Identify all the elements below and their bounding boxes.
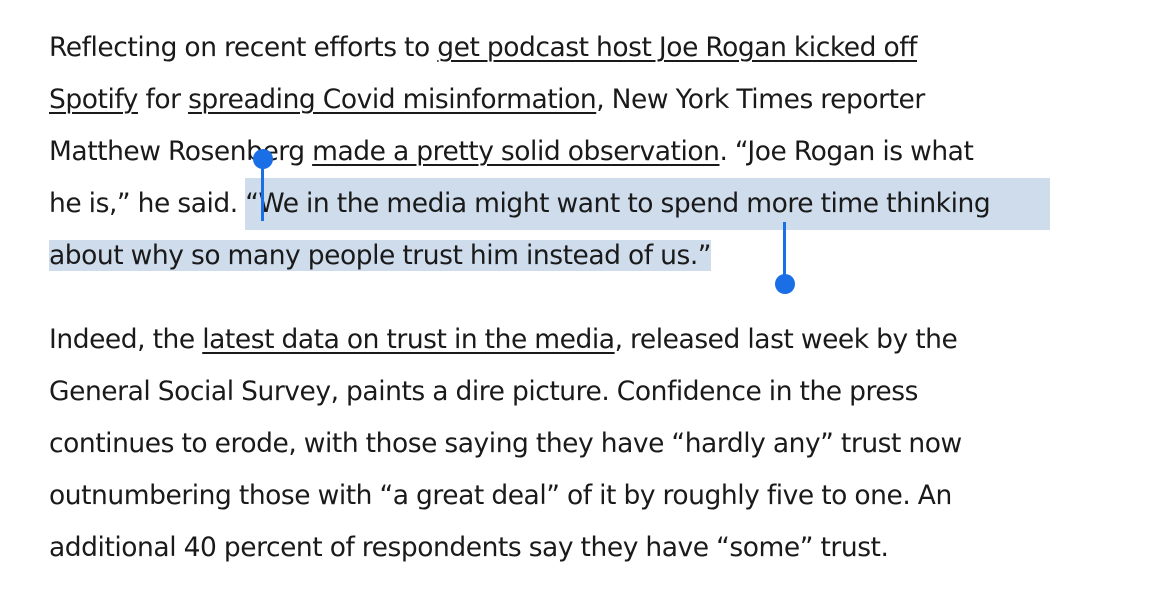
selection-end-caret	[783, 222, 786, 278]
paragraph-2: Indeed, the latest data on trust in the …	[49, 314, 1172, 574]
text-span: , released last week by the	[614, 324, 958, 355]
article-body: Reflecting on recent efforts to get podc…	[49, 22, 1172, 574]
text-line: continues to erode, with those saying th…	[49, 428, 962, 459]
text-line: Indeed, the latest data on trust in the …	[49, 314, 1172, 366]
link-solid-observation[interactable]: made a pretty solid observation	[312, 136, 720, 167]
paragraph-1: Reflecting on recent efforts to get podc…	[49, 22, 1172, 282]
text-span: Matthew Rosenberg	[49, 136, 313, 167]
text-line: he is,” he said. “We in the media might …	[49, 178, 1172, 230]
selected-text[interactable]: “We in the media might want to spend mor…	[245, 178, 1051, 230]
text-span: Indeed, the	[49, 324, 203, 355]
text-line: General Social Survey, paints a dire pic…	[49, 376, 918, 407]
link-covid-misinformation[interactable]: spreading Covid misinformation	[188, 84, 597, 115]
link-joe-rogan-spotify[interactable]: get podcast host Joe Rogan kicked off	[437, 32, 918, 63]
selected-text[interactable]: about why so many people trust him inste…	[49, 240, 712, 271]
text-line: Matthew Rosenberg made a pretty solid ob…	[49, 126, 1172, 178]
link-spotify[interactable]: Spotify	[49, 84, 139, 115]
link-trust-data[interactable]: latest data on trust in the media	[202, 324, 615, 355]
text-span: , New York Times reporter	[596, 84, 925, 115]
text-span: . “Joe Rogan is what	[719, 136, 974, 167]
selection-start-handle[interactable]	[253, 149, 273, 169]
text-line: about why so many people trust him inste…	[49, 230, 1172, 282]
text-line: Reflecting on recent efforts to get podc…	[49, 22, 1172, 74]
text-line: outnumbering those with “a great deal” o…	[49, 480, 952, 511]
text-line: Spotify for spreading Covid misinformati…	[49, 74, 1172, 126]
text-span: for	[138, 84, 189, 115]
text-span: he is,” he said.	[49, 188, 246, 219]
selection-end-handle[interactable]	[775, 274, 795, 294]
text-line: additional 40 percent of respondents say…	[49, 532, 889, 563]
selection-start-caret	[261, 160, 264, 221]
text-span: Reflecting on recent efforts to	[49, 32, 438, 63]
